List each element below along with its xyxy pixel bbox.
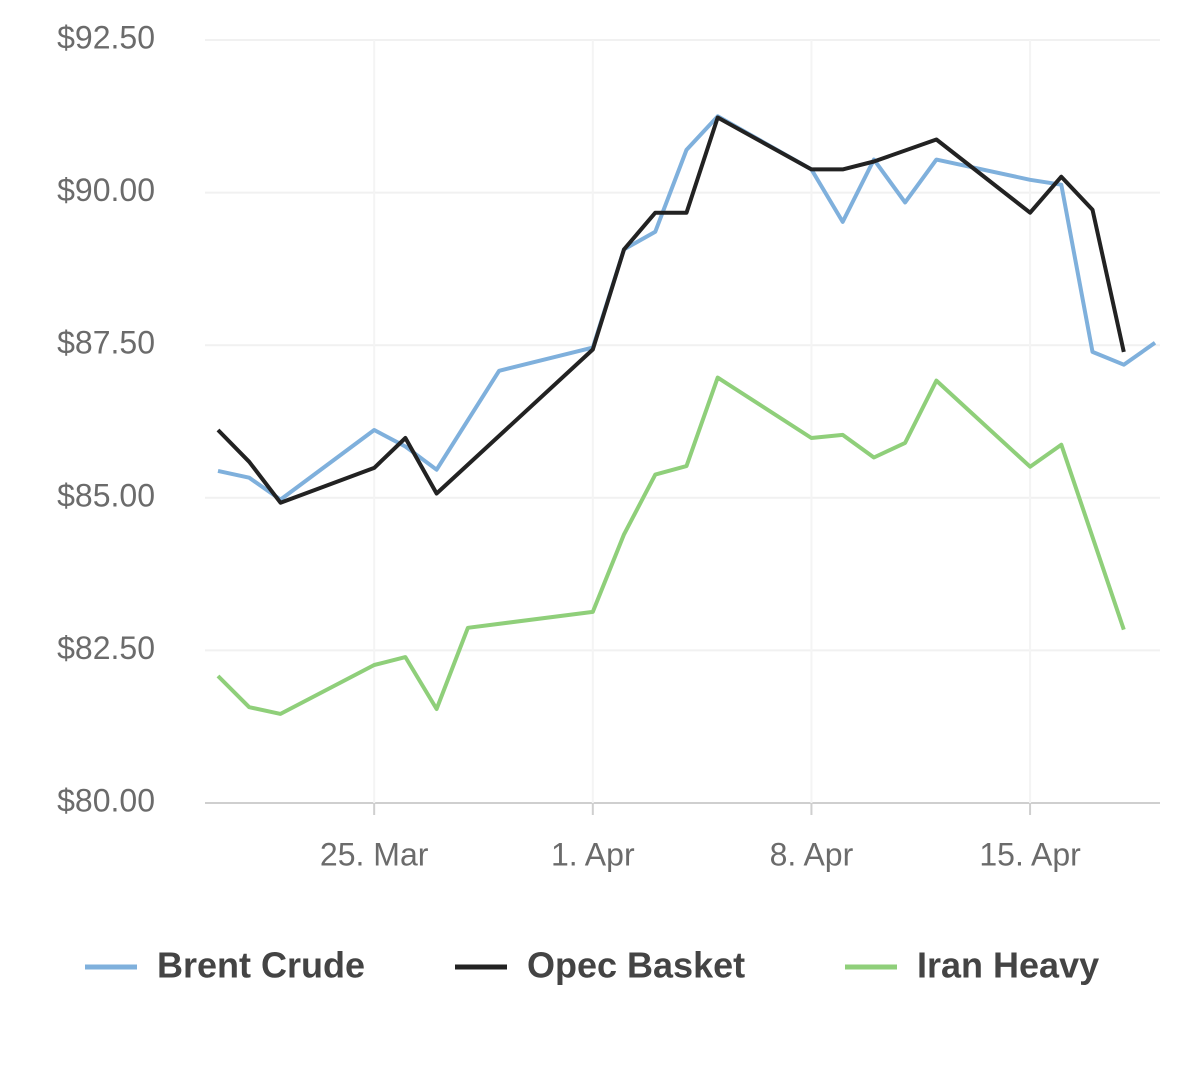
series-line — [216, 115, 1126, 505]
x-tick-label: 25. Mar — [320, 836, 429, 872]
y-tick-label: $87.50 — [57, 325, 155, 361]
y-tick-label: $85.00 — [57, 477, 155, 513]
legend-label: Opec Basket — [527, 945, 745, 986]
y-tick-label: $82.50 — [57, 630, 155, 666]
x-tick-label: 1. Apr — [551, 836, 635, 872]
x-tick-label: 8. Apr — [770, 836, 854, 872]
legend-label: Brent Crude — [157, 945, 365, 986]
x-tick-label: 15. Apr — [979, 836, 1081, 872]
y-tick-label: $90.00 — [57, 172, 155, 208]
y-tick-label: $92.50 — [57, 19, 155, 55]
y-tick-label: $80.00 — [57, 782, 155, 818]
legend-label: Iran Heavy — [917, 945, 1099, 986]
series-line — [217, 114, 1157, 502]
series-line — [216, 375, 1126, 716]
